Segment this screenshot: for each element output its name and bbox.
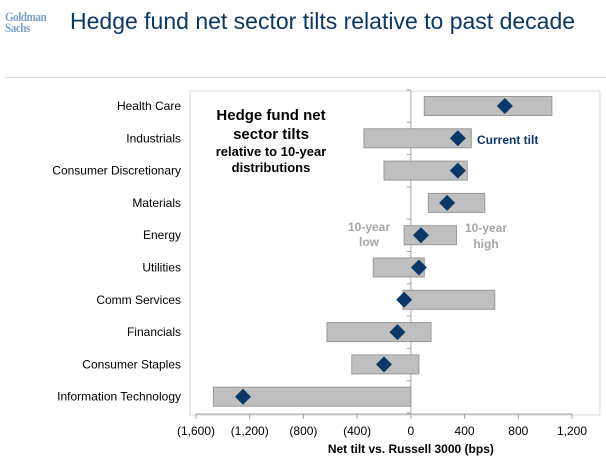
- low-label: 10-year: [348, 220, 390, 234]
- range-bar: [427, 192, 486, 213]
- annotation-subtitle: distributions: [232, 160, 311, 175]
- x-axis-label: Net tilt vs. Russell 3000 (bps): [328, 442, 494, 456]
- current-tilt-marker: [235, 388, 251, 405]
- category-label: Consumer Discretionary: [52, 164, 181, 178]
- category-label: Health Care: [117, 99, 181, 113]
- annotation-subtitle: relative to 10-year: [216, 144, 327, 159]
- x-tick-label: 0: [408, 424, 415, 438]
- range-bar: [326, 322, 432, 343]
- current-tilt-marker: [449, 130, 466, 147]
- high-label: high: [473, 237, 498, 251]
- x-tick-label: (400): [343, 424, 371, 438]
- category-label: Consumer Staples: [82, 357, 181, 371]
- x-tick-label: (800): [289, 424, 317, 438]
- x-tick-label: (1,200): [231, 424, 269, 438]
- high-label: 10-year: [465, 221, 507, 235]
- range-bar: [423, 96, 553, 116]
- x-tick-label: 1,200: [557, 424, 587, 438]
- current-tilt-marker: [396, 291, 413, 308]
- current-tilt-marker: [412, 227, 429, 244]
- range-bar: [402, 289, 496, 310]
- range-bar: [383, 160, 468, 181]
- x-tick-label: (1,600): [177, 424, 215, 438]
- category-label: Energy: [143, 228, 181, 242]
- page-title: Hedge fund net sector tilts relative to …: [70, 8, 576, 34]
- current-tilt-marker: [410, 259, 427, 276]
- low-label: low: [359, 235, 380, 249]
- x-tick-label: 800: [508, 424, 528, 438]
- category-label: Information Technology: [57, 390, 181, 404]
- goldman-sachs-logo: Goldman Sachs: [5, 9, 47, 35]
- current-tilt-marker: [389, 324, 406, 341]
- x-tick-label: 400: [455, 424, 475, 438]
- divider: [5, 77, 606, 78]
- current-tilt-marker: [449, 162, 466, 179]
- current-tilt-marker: [496, 98, 513, 114]
- category-label: Materials: [132, 196, 181, 210]
- annotation-title: Hedge fund net: [216, 107, 325, 124]
- category-label: Utilities: [142, 261, 181, 275]
- current-tilt-marker: [439, 194, 456, 211]
- plot-area: [189, 90, 601, 416]
- category-label: Financials: [127, 325, 181, 339]
- range-bar: [212, 386, 412, 407]
- category-label: Comm Services: [96, 293, 181, 307]
- current-tilt-label: Current tilt: [477, 133, 538, 147]
- range-bar: [363, 128, 472, 149]
- range-bar: [403, 225, 458, 246]
- category-label: Industrials: [126, 131, 181, 145]
- annotation-title: sector tilts: [233, 126, 309, 143]
- current-tilt-marker: [376, 356, 392, 373]
